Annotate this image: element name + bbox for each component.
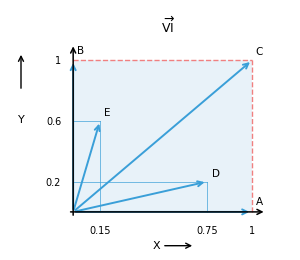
Text: Y: Y xyxy=(18,115,24,125)
Polygon shape xyxy=(73,60,252,212)
Text: C: C xyxy=(256,47,263,57)
Text: $\overrightarrow{\mathrm{VI}}$: $\overrightarrow{\mathrm{VI}}$ xyxy=(161,16,175,36)
Text: E: E xyxy=(104,108,111,118)
Text: X: X xyxy=(152,241,160,251)
Text: D: D xyxy=(212,168,220,179)
Text: A: A xyxy=(256,197,263,207)
Text: B: B xyxy=(77,46,84,56)
